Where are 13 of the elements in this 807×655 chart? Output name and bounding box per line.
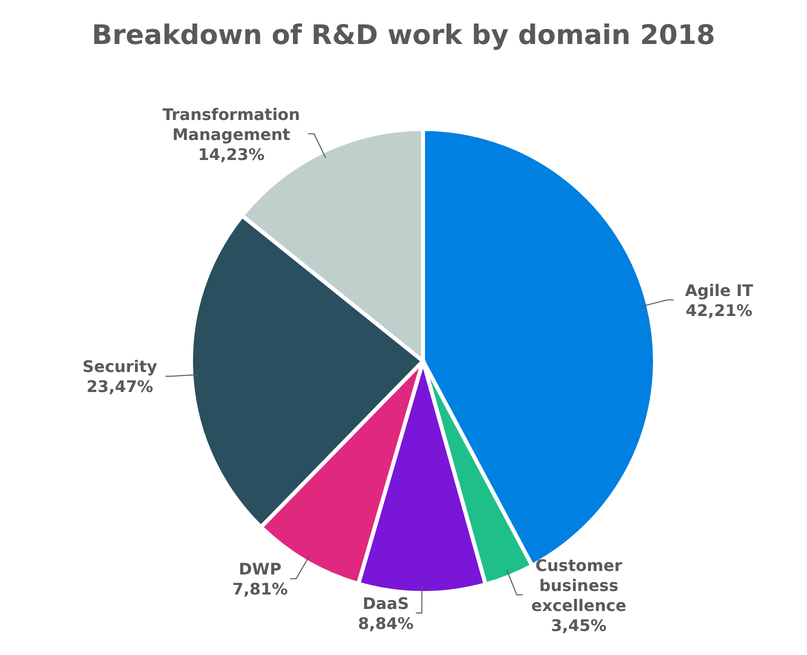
data-label: 14,23% (198, 144, 265, 164)
slice-label: Transformation Management (162, 104, 300, 144)
slice-label: Security (82, 357, 158, 376)
slice-label: Agile IT (685, 280, 754, 300)
data-label: 23,47% (86, 377, 154, 396)
slice-label: DaaS (362, 594, 410, 613)
chart-title: Breakdown of R&D work by domain 2018 (90, 19, 716, 51)
slice-label: DWP (238, 560, 282, 579)
data-label: 3,45% (551, 616, 607, 635)
slice-label: Customer business excellence (531, 556, 626, 615)
data-label: 42,21% (686, 300, 752, 320)
data-label: 7,81% (232, 580, 288, 599)
data-label: 8,84% (358, 614, 414, 633)
